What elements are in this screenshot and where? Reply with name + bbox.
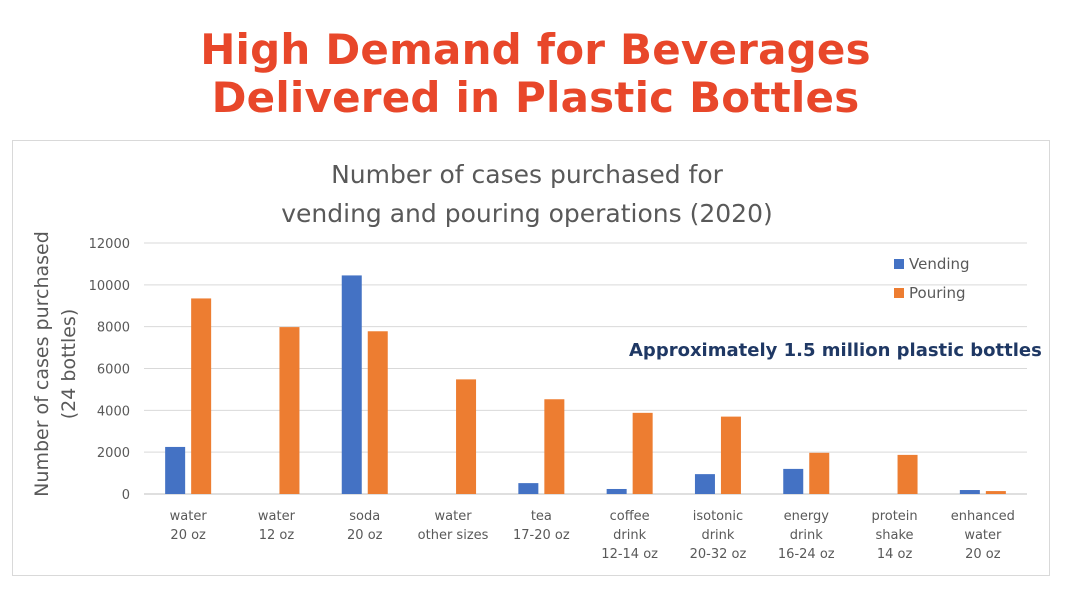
x-tick-label: other sizes — [418, 528, 489, 543]
y-axis-label-line-1: Number of cases purchased — [31, 231, 53, 497]
bar-vending — [959, 490, 980, 494]
y-axis-label: Number of cases purchased (24 bottles) — [31, 231, 80, 497]
legend-label-pouring: Pouring — [909, 284, 966, 302]
x-tick-label: 12-14 oz — [601, 547, 658, 562]
bar-vending — [518, 483, 539, 494]
x-tick-label: tea — [531, 509, 552, 524]
legend-label-vending: Vending — [909, 255, 970, 273]
bar-pouring — [985, 491, 1006, 494]
bar-pouring — [897, 454, 918, 494]
x-tick-label: isotonic — [693, 509, 743, 524]
bar-vending — [694, 474, 715, 494]
x-tick-label: drink — [701, 528, 734, 543]
legend-swatch-pouring — [894, 288, 904, 298]
x-tick-label: 14 oz — [877, 547, 913, 562]
y-tick-label: 8000 — [97, 321, 130, 336]
x-tick-label: enhanced — [951, 509, 1015, 524]
chart-title-line-2: vending and pouring operations (2020) — [281, 199, 773, 228]
slide-title-line-1: High Demand for Beverages — [200, 25, 871, 74]
bar-chart: Number of cases purchased for vending an… — [31, 160, 1042, 562]
x-tick-label: 16-24 oz — [778, 547, 835, 562]
y-tick-label: 4000 — [97, 404, 130, 419]
bar-vending — [341, 275, 362, 494]
y-tick-label: 10000 — [89, 279, 130, 294]
x-tick-label: shake — [876, 528, 914, 543]
y-tick-label: 2000 — [97, 446, 130, 461]
x-tick-label: water — [258, 509, 296, 524]
bar-vending — [783, 468, 804, 494]
x-tick-label: coffee — [610, 509, 650, 524]
y-tick-label: 0 — [122, 488, 130, 503]
bar-vending — [606, 488, 627, 494]
x-tick-label: 20-32 oz — [690, 547, 747, 562]
bar-pouring — [456, 379, 477, 494]
bar-pouring — [279, 327, 300, 494]
x-tick-label: soda — [349, 509, 380, 524]
chart-annotation: Approximately 1.5 million plastic bottle… — [629, 340, 1042, 361]
bar-pouring — [367, 331, 388, 494]
x-axis-ticks: water 20 oz water 12 oz soda 20 oz water other … — [170, 509, 1015, 562]
x-tick-label: water — [170, 509, 208, 524]
legend-swatch-vending — [894, 259, 904, 269]
bar-pouring — [720, 416, 741, 494]
y-axis-label-line-2: (24 bottles) — [58, 309, 80, 420]
y-tick-label: 6000 — [97, 363, 130, 378]
x-tick-label: drink — [613, 528, 646, 543]
chart-frame: Number of cases purchased for vending an… — [12, 140, 1050, 576]
x-tick-label: 20 oz — [965, 547, 1001, 562]
y-tick-label: 12000 — [89, 237, 130, 252]
x-tick-label: water — [435, 509, 473, 524]
gridlines — [144, 242, 1027, 495]
bars — [165, 275, 1006, 494]
x-tick-label: protein — [871, 509, 917, 524]
legend: Vending Pouring — [894, 255, 970, 302]
bar-pouring — [632, 412, 653, 494]
x-tick-label: water — [964, 528, 1002, 543]
bar-pouring — [191, 298, 212, 494]
x-tick-label: 17-20 oz — [513, 528, 570, 543]
x-tick-label: 12 oz — [259, 528, 295, 543]
x-tick-label: 20 oz — [347, 528, 383, 543]
x-tick-label: 20 oz — [170, 528, 206, 543]
bar-pouring — [544, 399, 565, 494]
chart-title-line-1: Number of cases purchased for — [331, 160, 724, 189]
y-axis-ticks: 0 2000 4000 6000 8000 10000 12000 — [89, 237, 130, 503]
x-tick-label: drink — [790, 528, 823, 543]
chart-title: Number of cases purchased for vending an… — [281, 160, 773, 228]
bar-pouring — [809, 452, 830, 494]
bar-vending — [165, 446, 186, 494]
slide-title: High Demand for Beverages Delivered in P… — [0, 26, 1071, 122]
x-tick-label: energy — [784, 509, 830, 524]
slide-title-line-2: Delivered in Plastic Bottles — [211, 73, 860, 122]
